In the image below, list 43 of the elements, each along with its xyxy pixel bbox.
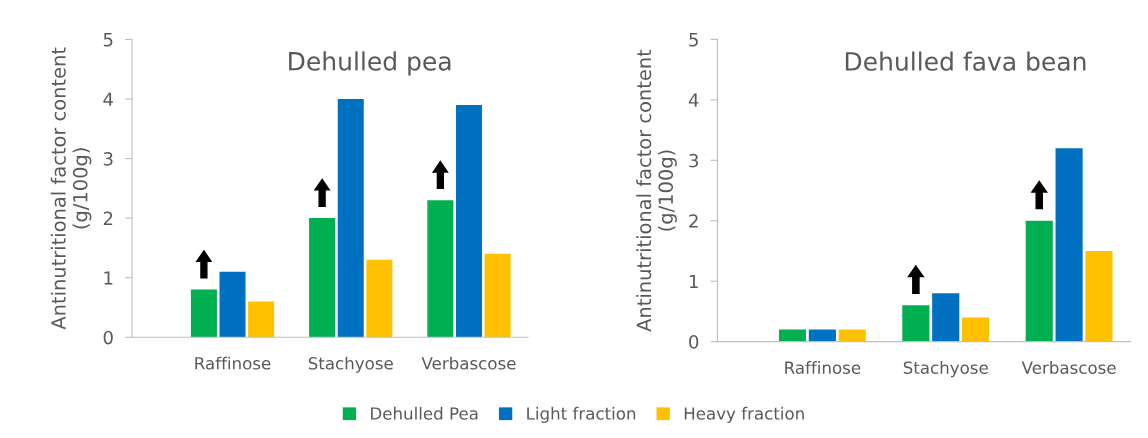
y-tick-label: 4 [688,93,699,107]
y-tick-label: 1 [689,274,698,289]
bar [808,329,836,342]
y-tick-label: 0 [689,335,699,349]
x-tick-label: Stachyose [903,361,988,378]
y-axis-title: Antinutritional factor content (g/100g) [636,49,677,332]
bar [248,301,275,338]
y-tick-label: 4 [103,92,113,106]
chart-title: Dehulled fava bean [845,51,1086,71]
bar [902,305,930,342]
y-tick-label: 5 [689,33,698,47]
legend-label: Dehulled Pea [371,406,478,420]
y-tick-label: 3 [103,152,113,166]
x-tick-label: Raffinose [785,361,861,374]
bar [1025,220,1053,342]
bar [484,253,511,338]
bar [932,293,960,342]
bar [1055,148,1083,342]
y-tick-label: 2 [103,211,113,225]
x-tick-label: Verbascose [421,356,516,370]
bar [838,329,866,342]
y-tick-label: 0 [103,330,113,345]
x-tick-label: Stachyose [308,356,393,373]
bar [190,289,217,338]
y-tick-label: 2 [689,214,698,228]
chart-title: Dehulled pea [289,51,451,76]
y-tick-label: 1 [104,271,113,285]
bar [427,200,454,338]
bar [455,104,482,338]
bar [1085,250,1113,342]
bar [962,317,990,342]
x-tick-label: Verbascose [1021,361,1116,374]
bar [309,218,336,338]
y-axis-title: Antinutritional factor content (g/100g) [50,47,92,330]
y-tick-label: 5 [103,33,113,47]
bar [366,259,393,338]
legend-label: Light fraction [527,406,636,423]
bar [337,98,364,338]
y-tick-label: 3 [689,153,698,168]
legend-label: Heavy fraction [684,406,804,423]
bar [778,329,807,342]
bar [219,271,246,338]
x-tick-label: Raffinose [195,356,271,370]
